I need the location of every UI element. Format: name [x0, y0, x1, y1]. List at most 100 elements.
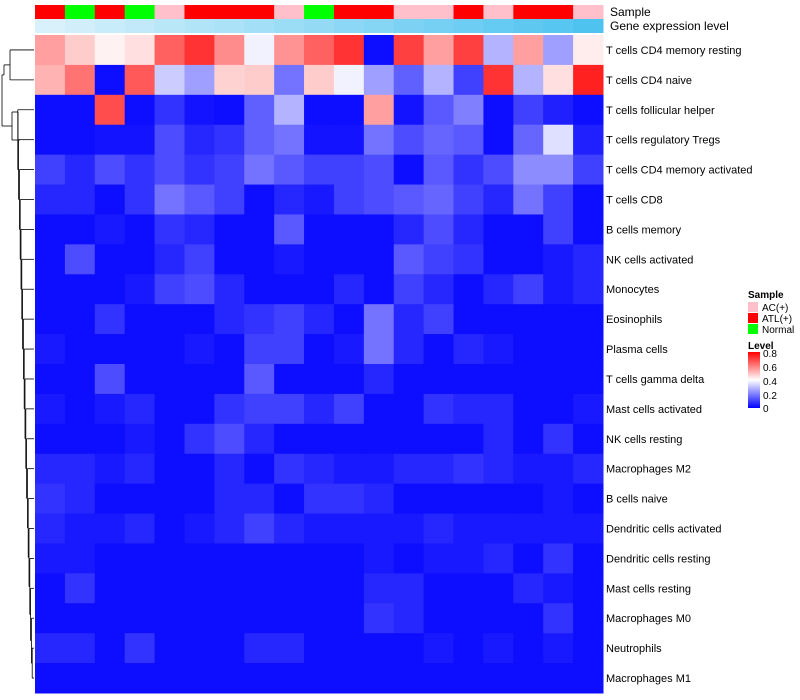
heatmap-cell: [573, 35, 604, 66]
level-tick-0.6: 0.6: [763, 363, 777, 374]
expression-annotation-cell: [274, 19, 305, 33]
heatmap-cell: [304, 364, 335, 395]
heatmap-cell: [453, 543, 484, 574]
heatmap-cell: [244, 64, 275, 96]
heatmap-cell: [274, 423, 305, 455]
heatmap-cell: [64, 124, 96, 156]
heatmap-cell: [64, 543, 96, 574]
heatmap-cell: [94, 35, 126, 66]
heatmap-cell: [363, 603, 395, 634]
heatmap-cell: [333, 274, 365, 305]
heatmap-cell: [184, 364, 215, 395]
sample-annotation-cell: [333, 5, 365, 19]
heatmap-cell: [244, 453, 275, 485]
heatmap-cell: [184, 184, 215, 215]
expression-annotation-cell: [483, 19, 514, 33]
heatmap-cell: [483, 423, 514, 455]
heatmap-cell: [184, 573, 215, 604]
legend-label-normal: Normal: [762, 325, 794, 336]
heatmap-cell: [453, 633, 484, 664]
expression-annotation-cell: [184, 19, 215, 33]
heatmap-cell: [423, 633, 455, 664]
heatmap-cell: [573, 513, 604, 544]
heatmap-cell: [453, 334, 484, 365]
heatmap-cell: [94, 483, 126, 515]
heatmap-cell: [483, 334, 514, 365]
heatmap-cell: [244, 483, 275, 515]
heatmap-cell: [363, 513, 395, 544]
heatmap-cell: [184, 543, 215, 574]
row-label: T cells regulatory Tregs: [606, 135, 721, 147]
heatmap-cell: [483, 64, 514, 96]
heatmap-cell: [333, 244, 365, 275]
heatmap-cell: [184, 274, 215, 305]
heatmap-cell: [423, 244, 455, 275]
heatmap-cell: [154, 244, 185, 275]
heatmap-cell: [304, 663, 335, 694]
heatmap-cell: [94, 423, 126, 455]
heatmap-cell: [513, 453, 544, 485]
heatmap-cell: [124, 423, 156, 455]
heatmap-cell: [154, 393, 185, 425]
heatmap-cell: [124, 573, 156, 604]
heatmap-cell: [35, 94, 66, 126]
sample-annotation-cell: [184, 5, 215, 19]
heatmap-cell: [35, 184, 66, 215]
heatmap-cell: [184, 244, 215, 275]
heatmap-cell: [543, 184, 574, 215]
heatmap-cell: [154, 453, 185, 485]
heatmap-cell: [513, 35, 544, 66]
sample-annotation-cell: [423, 5, 455, 19]
heatmap-cell: [124, 64, 156, 96]
heatmap-cell: [94, 274, 126, 305]
heatmap-cell: [483, 154, 514, 186]
heatmap-cell: [184, 483, 215, 515]
heatmap-cell: [483, 543, 514, 574]
heatmap-cell: [274, 94, 305, 126]
heatmap-cell: [513, 364, 544, 395]
heatmap-cell: [154, 364, 185, 395]
heatmap-cell: [154, 543, 185, 574]
row-labels: T cells CD4 memory resting T cells CD4 na…: [606, 45, 753, 685]
heatmap-cell: [244, 543, 275, 574]
heatmap-cell: [64, 483, 96, 515]
row-label: Dendritic cells activated: [606, 524, 722, 536]
expression-annotation-cell: [124, 19, 156, 33]
heatmap-cell: [124, 154, 156, 186]
heatmap-cell: [543, 64, 574, 96]
expression-annotation-cell: [304, 19, 335, 33]
heatmap-cell: [453, 304, 484, 335]
heatmap-cell: [124, 35, 156, 66]
heatmap-cell: [483, 573, 514, 604]
heatmap-cell: [244, 124, 275, 156]
heatmap-cell: [393, 334, 425, 365]
heatmap-cell: [453, 663, 484, 694]
heatmap-cell: [453, 244, 484, 275]
row-label: T cells CD4 memory activated: [606, 165, 753, 177]
heatmap-cell: [124, 124, 156, 156]
heatmap-cell: [94, 603, 126, 634]
heatmap-cell: [184, 214, 215, 245]
heatmap-cell: [94, 64, 126, 96]
heatmap-cell: [453, 184, 484, 215]
heatmap-cell: [453, 64, 484, 96]
heatmap-cell: [94, 364, 126, 395]
sample-annotation-cell: [124, 5, 156, 19]
heatmap-cell: [333, 154, 365, 186]
row-label: NK cells activated: [606, 254, 693, 266]
heatmap-cell: [64, 573, 96, 604]
heatmap-cell: [483, 35, 514, 66]
row-label: B cells naive: [606, 494, 668, 506]
heatmap-cell: [543, 483, 574, 515]
heatmap-cell: [35, 154, 66, 186]
heatmap-cell: [304, 64, 335, 96]
expression-track-label: Gene expression level: [610, 19, 729, 33]
heatmap-cell: [513, 573, 544, 604]
heatmap-cell: [64, 244, 96, 275]
row-label: Mast cells activated: [606, 404, 702, 416]
heatmap-cell: [393, 573, 425, 604]
heatmap-cell: [543, 453, 574, 485]
heatmap-cell: [35, 214, 66, 245]
row-label: T cells CD8: [606, 195, 663, 207]
heatmap-cell: [333, 364, 365, 395]
